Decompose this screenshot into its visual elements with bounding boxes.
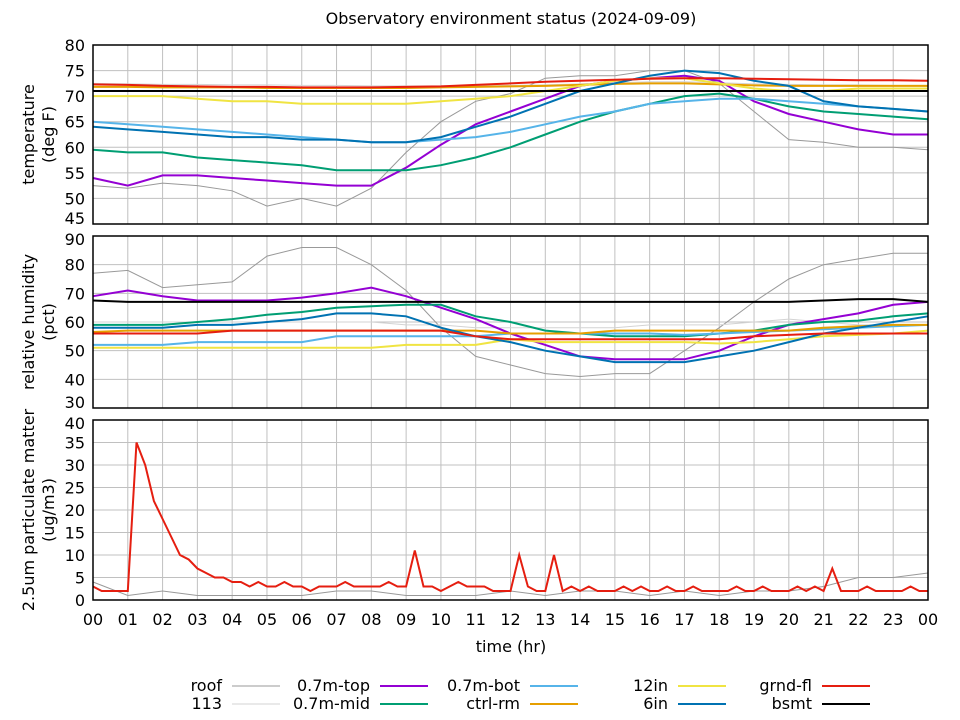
x-tick-label: 00 — [83, 610, 103, 629]
y-tick-label: 60 — [65, 138, 85, 157]
x-tick-label: 13 — [535, 610, 555, 629]
series-6in-temperature — [92, 69, 929, 144]
y-tick-label: 80 — [65, 256, 85, 275]
x-tick-label: 06 — [292, 610, 312, 629]
y-tick-label: 20 — [65, 501, 85, 520]
legend-label: 0.7m-top — [297, 676, 370, 695]
y-tick-label: 0 — [75, 591, 85, 610]
series-113-humidity — [93, 318, 928, 329]
plot-frame — [92, 235, 929, 409]
x-tick-label: 11 — [466, 610, 486, 629]
x-tick-label: 03 — [187, 610, 207, 629]
y-tick-label: 10 — [65, 546, 85, 565]
y-tick-label: 70 — [65, 284, 85, 303]
series-0.7m-mid-temperature — [92, 92, 929, 172]
series-bsmt-humidity — [92, 298, 929, 303]
x-tick-label: 14 — [570, 610, 590, 629]
y-tick-label: 40 — [65, 414, 85, 433]
legend-label: 113 — [191, 694, 222, 713]
x-tick-label: 17 — [674, 610, 694, 629]
legend-label: 6in — [643, 694, 668, 713]
x-tick-label: 00 — [918, 610, 938, 629]
y-tick-label: 15 — [65, 524, 85, 543]
series-6in-humidity — [93, 312, 929, 364]
y-tick-label: 5 — [75, 569, 85, 588]
x-tick-label: 01 — [118, 610, 138, 629]
plot-frame — [92, 419, 929, 601]
x-tick-label: 18 — [709, 610, 729, 629]
legend-label: 0.7m-bot — [447, 676, 520, 695]
x-tick-label: 21 — [813, 610, 833, 629]
series-grnd-fl-humidity — [93, 329, 928, 341]
series-0.7m-bot-temperature — [92, 97, 929, 144]
legend-item-113: 113 — [191, 694, 280, 713]
legend-item-bsmt: bsmt — [772, 694, 870, 713]
x-tick-label: 15 — [605, 610, 625, 629]
legend-label: roof — [191, 676, 223, 695]
x-tick-label: 10 — [431, 610, 451, 629]
y-tick-label: 50 — [65, 189, 85, 208]
y-tick-label: 30 — [65, 393, 85, 412]
y-axis-label: (ug/m3) — [39, 478, 58, 542]
x-axis-label: time (hr) — [476, 637, 546, 656]
x-tick-label: 20 — [779, 610, 799, 629]
y-tick-label: 35 — [65, 434, 85, 453]
legend-label: 0.7m-mid — [293, 694, 370, 713]
y-axis-label: (pct) — [39, 303, 58, 341]
x-tick-label: 23 — [883, 610, 903, 629]
legend-item-ctrl-rm: ctrl-rm — [466, 694, 578, 713]
y-tick-label: 65 — [65, 113, 85, 132]
y-axis-label: (deg F) — [39, 106, 58, 163]
series-roof-humidity — [92, 247, 928, 378]
series-0.7m-mid-humidity — [93, 303, 929, 338]
legend-item-12in: 12in — [633, 676, 726, 695]
x-tick-label: 22 — [848, 610, 868, 629]
x-tick-label: 19 — [744, 610, 764, 629]
panel-humidity: 30 40 50 60 70 80 90 relative humidity (pct) — [19, 230, 929, 412]
series-grnd-fl-particulate — [92, 442, 928, 593]
legend-item-0.7m-bot: 0.7m-bot — [447, 676, 578, 695]
x-tick-label: 07 — [326, 610, 346, 629]
legend-label: grnd-fl — [759, 676, 812, 695]
y-tick-label: 30 — [65, 456, 85, 475]
y-axis-label: relative humidity — [19, 254, 38, 390]
legend-item-roof: roof — [191, 676, 280, 695]
x-tick-label: 04 — [222, 610, 242, 629]
legend-item-6in: 6in — [643, 694, 726, 713]
series-roof-temperature — [92, 70, 929, 207]
y-tick-label: 40 — [65, 370, 85, 389]
y-tick-label: 55 — [65, 164, 85, 183]
x-tick-label: 02 — [152, 610, 172, 629]
x-tick-label: 08 — [361, 610, 381, 629]
chart-title: Observatory environment status (2024-09-… — [326, 9, 697, 28]
y-tick-label: 25 — [65, 479, 85, 498]
legend-item-0.7m-top: 0.7m-top — [297, 676, 428, 695]
y-tick-label: 80 — [65, 36, 85, 55]
y-tick-label: 70 — [65, 87, 85, 106]
y-tick-label: 75 — [65, 62, 85, 81]
y-axis-label: 2.5um particulate matter — [19, 408, 38, 611]
y-tick-label: 50 — [65, 342, 85, 361]
y-tick-label: 90 — [65, 230, 85, 249]
legend-label: bsmt — [772, 694, 812, 713]
legend-label: ctrl-rm — [466, 694, 520, 713]
x-tick-label: 12 — [500, 610, 520, 629]
x-tick-label: 05 — [257, 610, 277, 629]
series-0.7m-top-temperature — [92, 74, 928, 187]
y-axis-label: temperature — [19, 84, 38, 185]
x-tick-label: 16 — [639, 610, 659, 629]
legend-item-0.7m-mid: 0.7m-mid — [293, 694, 428, 713]
legend-label: 12in — [633, 676, 668, 695]
y-tick-label: 60 — [65, 313, 85, 332]
y-tick-label: 45 — [65, 209, 85, 228]
plot-frame — [92, 44, 929, 225]
series-grnd-fl-temperature — [92, 77, 929, 89]
legend-item-grnd-fl: grnd-fl — [759, 676, 870, 695]
x-tick-label: 09 — [396, 610, 416, 629]
